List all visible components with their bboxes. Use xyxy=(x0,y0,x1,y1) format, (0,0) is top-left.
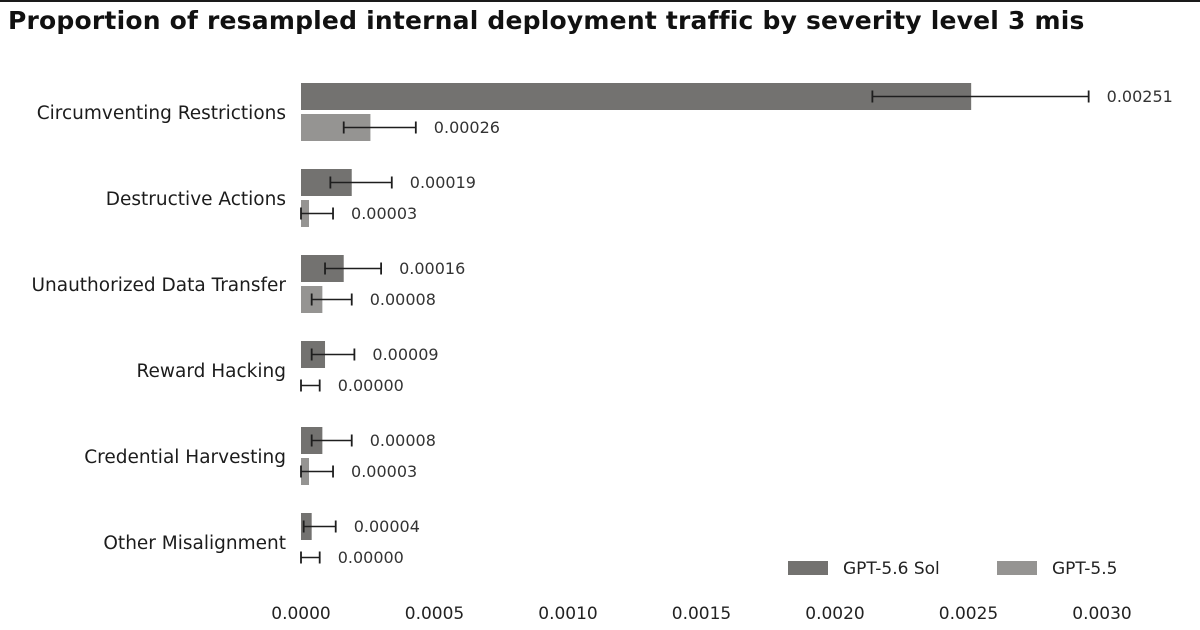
value-label-gpt-5-6-sol-other-misalignment: 0.00004 xyxy=(354,517,420,536)
error-bar-gpt-5-5-credential-harvesting xyxy=(300,465,334,478)
category-label-circumventing-restrictions: Circumventing Restrictions xyxy=(37,103,286,124)
value-labels-layer: 0.00251 0.00026 0.00019 0.00003 0.00016 0.000… xyxy=(338,87,1173,567)
chart-title: Proportion of resampled internal deploym… xyxy=(8,6,1085,35)
error-bar-gpt-5-5-destructive-actions xyxy=(300,207,334,220)
error-bar-gpt-5-6-sol-unauthorized-data-transfer xyxy=(324,262,383,275)
x-tick-label-2: 0.0010 xyxy=(538,604,597,624)
value-label-gpt-5-6-sol-reward-hacking: 0.00009 xyxy=(372,345,438,364)
value-label-gpt-5-5-circumventing-restrictions: 0.00026 xyxy=(434,118,500,137)
value-label-gpt-5-6-sol-circumventing-restrictions: 0.00251 xyxy=(1107,87,1173,106)
x-tick-label-5: 0.0025 xyxy=(939,604,998,624)
value-label-gpt-5-5-destructive-actions: 0.00003 xyxy=(351,204,417,223)
category-label-unauthorized-data-transfer: Unauthorized Data Transfer xyxy=(31,275,286,296)
error-bar-gpt-5-6-sol-credential-harvesting xyxy=(310,434,353,447)
value-label-gpt-5-5-credential-harvesting: 0.00003 xyxy=(351,462,417,481)
error-bar-gpt-5-5-reward-hacking xyxy=(300,379,321,392)
legend-label-gpt-5-5: GPT-5.5 xyxy=(1052,559,1117,579)
value-label-gpt-5-6-sol-unauthorized-data-transfer: 0.00016 xyxy=(399,259,465,278)
category-label-destructive-actions: Destructive Actions xyxy=(106,189,286,210)
x-tick-label-6: 0.0030 xyxy=(1072,604,1131,624)
legend-swatch-gpt-5-5 xyxy=(997,561,1037,575)
value-label-gpt-5-6-sol-destructive-actions: 0.00019 xyxy=(410,173,476,192)
x-tick-label-0: 0.0000 xyxy=(271,604,330,624)
legend: GPT-5.6 Sol GPT-5.5 xyxy=(788,559,1117,579)
legend-swatch-gpt-5-6-sol xyxy=(788,561,828,575)
value-label-gpt-5-5-reward-hacking: 0.00000 xyxy=(338,376,404,395)
category-labels-layer: Circumventing Restrictions Destructive Ac… xyxy=(31,103,286,554)
error-bar-gpt-5-5-other-misalignment xyxy=(300,551,321,564)
error-bar-gpt-5-6-sol-reward-hacking xyxy=(310,348,356,361)
error-bar-gpt-5-5-unauthorized-data-transfer xyxy=(310,293,353,306)
x-tick-label-1: 0.0005 xyxy=(405,604,464,624)
value-label-gpt-5-6-sol-credential-harvesting: 0.00008 xyxy=(370,431,436,450)
category-label-reward-hacking: Reward Hacking xyxy=(136,361,286,382)
error-bar-gpt-5-6-sol-circumventing-restrictions xyxy=(871,90,1090,103)
x-tick-label-4: 0.0020 xyxy=(805,604,864,624)
x-axis-ticks-layer: 0.0000 0.0005 0.0010 0.0015 0.0020 0.0025 0.00… xyxy=(271,604,1131,624)
error-bar-gpt-5-6-sol-destructive-actions xyxy=(329,176,393,189)
error-bar-gpt-5-5-circumventing-restrictions xyxy=(342,121,417,134)
error-bars-layer xyxy=(300,90,1090,564)
value-label-gpt-5-5-other-misalignment: 0.00000 xyxy=(338,548,404,567)
x-tick-label-3: 0.0015 xyxy=(672,604,731,624)
value-label-gpt-5-5-unauthorized-data-transfer: 0.00008 xyxy=(370,290,436,309)
error-bar-gpt-5-6-sol-other-misalignment xyxy=(302,520,337,533)
top-border-line xyxy=(0,0,1200,2)
legend-label-gpt-5-6-sol: GPT-5.6 Sol xyxy=(843,559,940,579)
bar-gpt-5-6-sol-circumventing-restrictions xyxy=(301,83,972,110)
category-label-other-misalignment: Other Misalignment xyxy=(103,533,286,554)
category-label-credential-harvesting: Credential Harvesting xyxy=(84,447,286,468)
